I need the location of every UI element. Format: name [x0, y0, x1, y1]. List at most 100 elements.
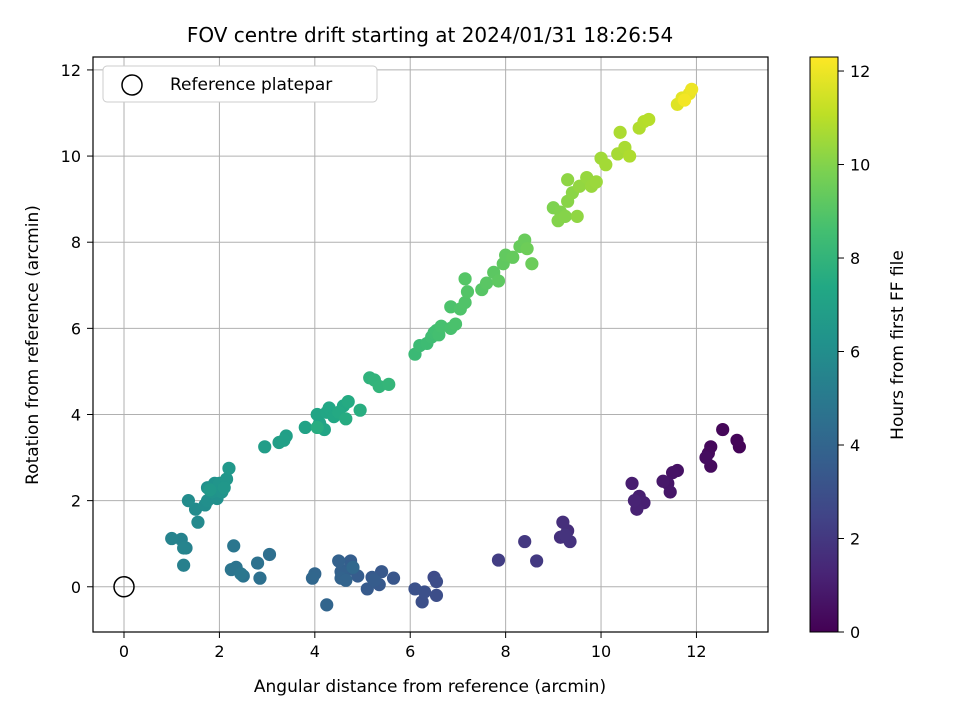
legend: Reference platepar: [102, 65, 378, 103]
data-point: [623, 149, 637, 163]
y-tick-label: 10: [61, 147, 81, 166]
data-point: [415, 595, 429, 609]
y-tick-label: 0: [71, 578, 81, 597]
data-point: [181, 494, 196, 508]
x-tick-label: 0: [119, 642, 129, 661]
data-point: [298, 420, 312, 435]
data-point: [663, 485, 677, 499]
data-point: [625, 476, 639, 491]
data-point: [589, 175, 603, 189]
reference-marker-group: [113, 576, 135, 598]
data-point: [250, 556, 265, 570]
data-point: [685, 82, 699, 96]
data-point: [506, 250, 520, 264]
data-point: [177, 541, 191, 555]
colorbar-tick-label: 8: [850, 249, 860, 268]
x-tick-label: 12: [686, 642, 706, 661]
x-tick-label: 4: [310, 642, 320, 661]
data-point: [429, 575, 444, 589]
colorbar-tick-label: 4: [850, 436, 860, 455]
x-axis-label: Angular distance from reference (arcmin): [254, 677, 606, 697]
colorbar-tick-label: 6: [850, 343, 860, 362]
legend-label: Reference platepar: [170, 75, 332, 95]
y-tick-label: 4: [71, 405, 81, 424]
data-point: [262, 547, 277, 562]
colorbar-ticks: 0 2 4 6 8 10 12: [838, 62, 870, 642]
data-point: [642, 112, 656, 127]
chart-title: FOV centre drift starting at 2024/01/31 …: [187, 23, 673, 47]
data-point: [448, 317, 463, 331]
data-point: [491, 553, 506, 567]
x-axis-ticks: 0 2 4 6 8 10 12: [119, 632, 707, 661]
data-point: [353, 403, 367, 417]
y-tick-label: 2: [71, 492, 81, 511]
data-point: [561, 173, 575, 187]
colorbar: 0 2 4 6 8 10 12 Hours from first FF file: [809, 56, 908, 642]
data-point: [339, 573, 353, 587]
plot-frame: [92, 56, 769, 633]
data-point: [305, 571, 320, 585]
data-point: [556, 515, 570, 529]
data-point: [191, 515, 205, 529]
data-point: [253, 571, 267, 585]
colorbar-tick-label: 10: [850, 156, 870, 175]
data-point: [627, 494, 642, 508]
data-point: [491, 274, 506, 288]
data-point: [613, 125, 627, 139]
data-point: [165, 531, 179, 546]
data-points: [165, 82, 746, 612]
data-point: [386, 571, 401, 585]
data-point: [458, 295, 472, 310]
reference-marker: [113, 576, 135, 598]
data-point: [177, 558, 191, 572]
data-point: [677, 93, 692, 107]
y-tick-label: 6: [71, 319, 81, 338]
data-point: [429, 588, 444, 602]
legend-open-circle-icon: [121, 74, 143, 96]
data-point: [382, 377, 396, 391]
data-point: [530, 554, 544, 568]
data-point: [558, 528, 572, 542]
x-tick-label: 2: [214, 642, 224, 661]
data-point: [458, 272, 472, 286]
y-axis-label: Rotation from reference (arcmin): [23, 205, 43, 485]
data-point: [730, 433, 744, 447]
colorbar-tick-label: 2: [850, 530, 860, 549]
data-point: [699, 450, 713, 465]
data-point: [234, 567, 248, 581]
data-point: [525, 257, 539, 271]
colorbar-gradient: [809, 56, 839, 633]
colorbar-label: Hours from first FF file: [888, 250, 908, 440]
data-point: [217, 481, 231, 495]
y-tick-label: 12: [61, 61, 81, 80]
data-point: [310, 420, 324, 435]
data-point: [665, 466, 680, 480]
data-point: [656, 474, 670, 488]
data-point: [558, 209, 572, 223]
data-point: [346, 560, 360, 574]
data-point: [277, 433, 291, 447]
data-point: [460, 285, 475, 299]
data-point: [320, 598, 334, 612]
data-point: [258, 440, 272, 454]
data-point: [518, 534, 532, 549]
y-tick-label: 8: [71, 233, 81, 252]
colorbar-tick-label: 12: [850, 62, 870, 81]
data-point: [203, 483, 217, 497]
y-axis-ticks: 0 2 4 6 8 10 12: [61, 61, 93, 597]
colorbar-tick-label: 0: [850, 623, 860, 642]
data-point: [599, 158, 613, 172]
data-point: [408, 582, 422, 596]
x-tick-label: 8: [501, 642, 511, 661]
data-point: [339, 412, 353, 426]
data-point: [479, 276, 494, 290]
data-point: [227, 539, 241, 553]
legend-box: [102, 65, 378, 103]
data-point: [520, 242, 534, 256]
data-point: [570, 209, 584, 223]
x-tick-label: 6: [405, 642, 415, 661]
data-point: [332, 554, 346, 568]
data-point: [367, 573, 382, 587]
data-point: [222, 461, 236, 475]
